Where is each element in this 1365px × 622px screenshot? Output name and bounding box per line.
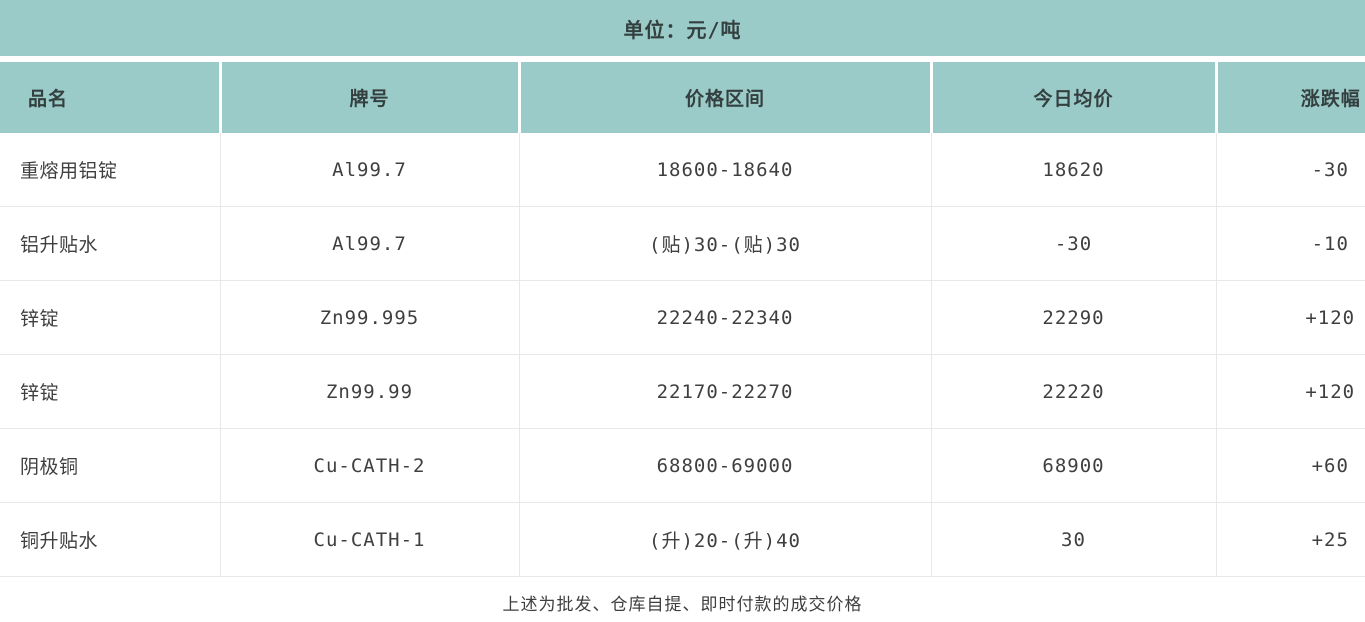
unit-label: 单位：元/吨: [623, 17, 742, 42]
cell-change: +60: [1215, 428, 1365, 503]
cell-price-range: (升)20-(升)40: [518, 502, 931, 577]
footer-note: 上述为批发、仓库自提、即时付款的成交价格: [0, 577, 1365, 622]
col-header-avg-price: 今日均价: [929, 62, 1216, 133]
cell-change: +25: [1215, 502, 1365, 577]
cell-avg-price: 30: [930, 502, 1216, 577]
cell-change: -30: [1215, 133, 1365, 207]
cell-price-range: (贴)30-(贴)30: [518, 206, 931, 281]
cell-change: -10: [1215, 206, 1365, 281]
cell-avg-price: 68900: [930, 428, 1216, 503]
col-header-product-name: 品名: [0, 62, 220, 133]
metal-price-table: 品名 牌号 价格区间 今日均价 涨跌幅 重熔用铝锭 Al99.7 18600-1…: [0, 62, 1365, 577]
table-row: 锌锭 Zn99.995 22240-22340 22290 +120: [0, 280, 1365, 355]
table-row: 重熔用铝锭 Al99.7 18600-18640 18620 -30: [0, 133, 1365, 207]
cell-grade: Zn99.99: [219, 354, 519, 429]
cell-product-name: 重熔用铝锭: [0, 133, 220, 207]
title-divider: [0, 56, 1365, 62]
col-header-grade: 牌号: [218, 62, 519, 133]
cell-change: +120: [1215, 354, 1365, 429]
cell-product-name: 锌锭: [0, 280, 220, 355]
cell-change: +120: [1215, 280, 1365, 355]
cell-product-name: 锌锭: [0, 354, 220, 429]
col-header-price-range: 价格区间: [517, 62, 931, 133]
header-row: 品名 牌号 价格区间 今日均价 涨跌幅: [0, 62, 1365, 133]
cell-grade: Cu-CATH-2: [219, 428, 519, 503]
cell-price-range: 22170-22270: [518, 354, 931, 429]
cell-avg-price: 18620: [930, 133, 1216, 207]
cell-avg-price: -30: [930, 206, 1216, 281]
table-row: 铜升贴水 Cu-CATH-1 (升)20-(升)40 30 +25: [0, 502, 1365, 577]
table-row: 锌锭 Zn99.99 22170-22270 22220 +120: [0, 354, 1365, 429]
cell-grade: Zn99.995: [219, 280, 519, 355]
cell-product-name: 铜升贴水: [0, 502, 220, 577]
cell-price-range: 68800-69000: [518, 428, 931, 503]
cell-product-name: 阴极铜: [0, 428, 220, 503]
cell-price-range: 22240-22340: [518, 280, 931, 355]
cell-grade: Al99.7: [219, 206, 519, 281]
cell-price-range: 18600-18640: [518, 133, 931, 207]
col-header-change: 涨跌幅: [1214, 62, 1365, 133]
cell-grade: Cu-CATH-1: [219, 502, 519, 577]
cell-avg-price: 22290: [930, 280, 1216, 355]
cell-avg-price: 22220: [930, 354, 1216, 429]
table-row: 阴极铜 Cu-CATH-2 68800-69000 68900 +60: [0, 428, 1365, 503]
cell-grade: Al99.7: [219, 133, 519, 207]
footer-note-text: 上述为批发、仓库自提、即时付款的成交价格: [502, 594, 863, 615]
table-row: 铝升贴水 Al99.7 (贴)30-(贴)30 -30 -10: [0, 206, 1365, 281]
cell-product-name: 铝升贴水: [0, 206, 220, 281]
unit-title-bar: 单位：元/吨: [0, 0, 1365, 56]
